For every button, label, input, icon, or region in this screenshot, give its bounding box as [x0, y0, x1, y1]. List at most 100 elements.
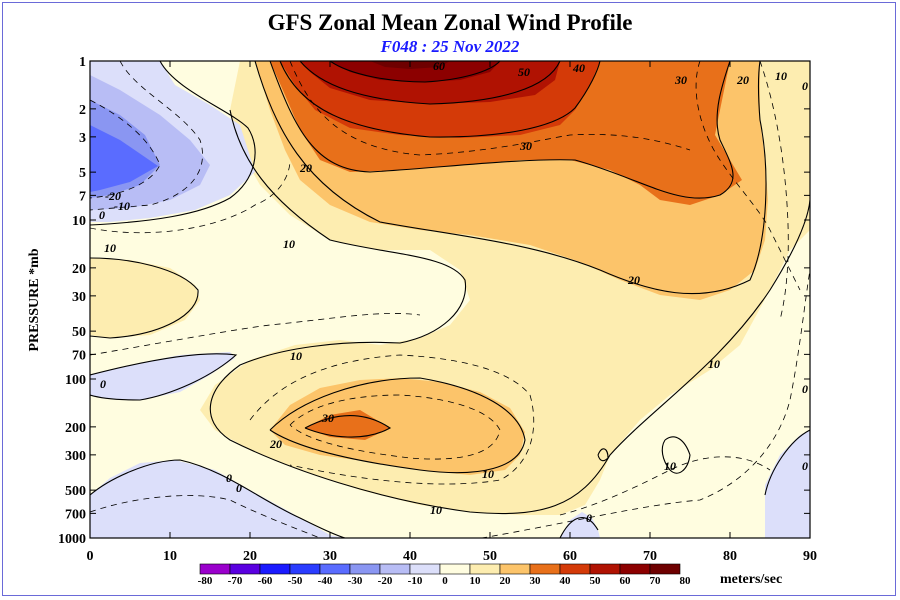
chart-title: GFS Zonal Mean Zonal Wind Profile: [268, 10, 633, 35]
colorbar-swatch: [439, 563, 471, 575]
colorbar-tick-label: 70: [650, 575, 662, 587]
x-axis: 0 10 20 30 40 50 60 70 80 90: [87, 61, 817, 564]
y-axis-label: PRESSURE *mb: [27, 248, 42, 351]
contour-label: 30: [321, 411, 334, 425]
contour-0-bottom-left: [90, 459, 346, 538]
x-tick-label: 10: [163, 549, 177, 564]
contour-dash-35-upper: [289, 61, 691, 156]
colorbar-tick-label: 0: [442, 575, 448, 587]
contour-10-main: [209, 109, 810, 515]
contour-label: -20: [105, 189, 121, 203]
x-tick-label: 50: [483, 549, 497, 564]
band-10-20-left: [90, 258, 200, 338]
y-tick-label: 10: [72, 214, 86, 229]
contour-label: 20: [736, 73, 749, 87]
contour-label: 0: [226, 471, 232, 485]
contour-dash-15-right: [759, 61, 789, 321]
x-tick-label: 20: [243, 549, 257, 564]
colorbar-tick-label: -80: [198, 575, 213, 587]
y-tick-label: 500: [65, 484, 86, 499]
x-tick-label: 90: [803, 549, 817, 564]
contour-dash-25-lowright: [559, 456, 771, 516]
contour-20-upper: [254, 61, 767, 295]
contour-label: 20: [627, 273, 640, 287]
contour-label: 10: [430, 503, 442, 517]
y-tick-label: 100: [65, 373, 86, 388]
contour-dash-25-lower: [289, 394, 501, 460]
contour-20-lower: [269, 377, 526, 474]
contour-0-bottom-right: [764, 429, 810, 496]
y-tick-label: 50: [72, 325, 86, 340]
colorbar-swatch: [619, 563, 651, 575]
contour-labels: 60 50 40 30 30 20 20 10 10 10 10 10 10 3…: [99, 61, 808, 525]
contour-label: 40: [572, 61, 585, 75]
contour-dash-15-upper: [90, 159, 291, 234]
colorbar-swatch: [499, 563, 531, 575]
colorbar-swatch: [559, 563, 591, 575]
contour-0-mid: [90, 353, 238, 401]
y-tick-label: 7: [79, 189, 86, 204]
x-tick-label: 30: [323, 549, 337, 564]
contour-40-upper: [279, 61, 601, 138]
colorbar-swatch: [409, 563, 441, 575]
contour-dash-neg10-upper: [90, 61, 203, 211]
contour-label: -10: [114, 199, 130, 213]
contour-label: 0: [802, 382, 808, 396]
y-tick-label: 3: [79, 131, 86, 146]
colorbar-swatch: [379, 563, 411, 575]
colorbar-tick-label: -70: [228, 575, 243, 587]
y-tick-label: 200: [65, 421, 86, 436]
contour-label: 10: [664, 459, 676, 473]
band-neg10-0-bottom-right: [765, 430, 810, 538]
y-tick-label: 2: [79, 103, 86, 118]
contour-label: 20: [269, 437, 282, 451]
y-tick-label: 300: [65, 449, 86, 464]
contour-label: 30: [674, 73, 687, 87]
colorbar-tick-label: -30: [348, 575, 363, 587]
colorbar-tick-label: 60: [620, 575, 632, 587]
colorbar-swatch: [229, 563, 261, 575]
contour-10-left: [90, 257, 199, 339]
contour-label: 0: [236, 481, 242, 495]
contour-label: 10: [290, 349, 302, 363]
contour-50-upper: [299, 61, 561, 105]
colorbar-swatch: [319, 563, 351, 575]
x-tick-label: 0: [87, 549, 94, 564]
contour-label: 0: [802, 79, 808, 93]
contour-label: 10: [708, 357, 720, 371]
colorbar-tick-label: 10: [470, 575, 482, 587]
colorbar-swatch: [349, 563, 381, 575]
colorbar-tick-label: 40: [560, 575, 572, 587]
colorbar-swatch: [529, 563, 561, 575]
colorbar-tick-label: 30: [530, 575, 542, 587]
contour-label: 0: [586, 511, 592, 525]
contour-10-small-a: [661, 436, 691, 474]
contour-10-small-b: [597, 448, 609, 462]
contour-label: 30: [519, 139, 532, 153]
x-tick-label: 60: [563, 549, 577, 564]
colorbar-swatch: [649, 563, 681, 575]
plot-area: 60 50 40 30 30 20 20 10 10 10 10 10 10 3…: [90, 61, 810, 538]
contour-label: 0: [100, 377, 106, 391]
contour-dash-15-mid: [249, 354, 535, 485]
y-tick-label: 30: [72, 290, 86, 305]
contour-60-upper: [329, 61, 501, 83]
contour-label: 10: [775, 69, 787, 83]
contour-dash-neg5-bottom: [90, 495, 321, 538]
colorbar-tick-label: -10: [408, 575, 423, 587]
contour-dash-5-right: [479, 269, 810, 538]
x-tick-label: 70: [643, 549, 657, 564]
contour-label: 0: [802, 459, 808, 473]
contour-30-lower: [304, 415, 392, 438]
contour-label: 10: [482, 467, 494, 481]
colorbar-tick-label: -50: [288, 575, 303, 587]
colorbar-tick-label: -40: [318, 575, 333, 587]
contour-0-bottom-mid: [559, 517, 599, 538]
colorbar-swatch: [469, 563, 501, 575]
x-tick-label: 40: [403, 549, 417, 564]
band-30-40-lower: [305, 410, 390, 440]
contour-dash-5-left: [90, 313, 421, 356]
contour-dash-neg30-upper: [90, 99, 161, 199]
plot-border: [89, 60, 811, 539]
